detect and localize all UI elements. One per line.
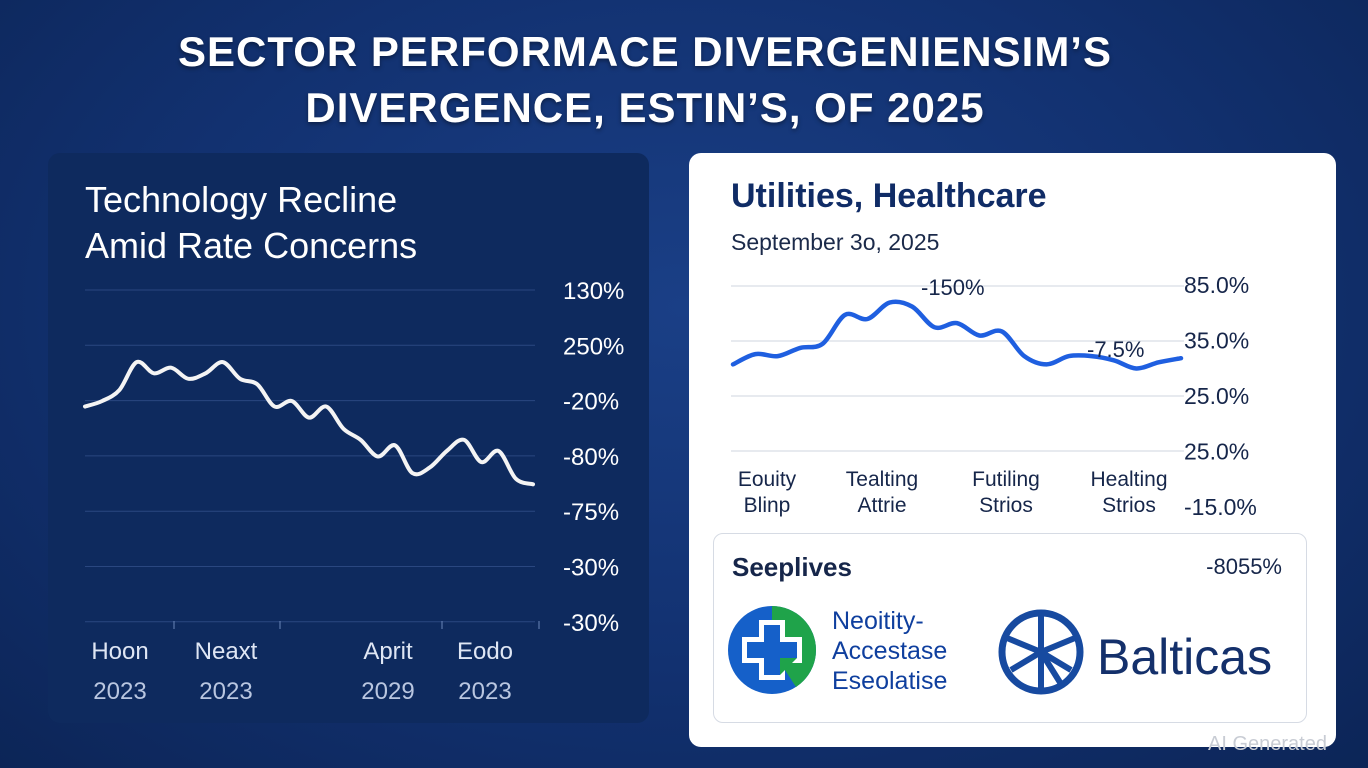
- utilities-logo-icon: [998, 609, 1084, 695]
- logo1-line: Neoitity-: [832, 607, 924, 635]
- y-tick-label: 250%: [563, 333, 624, 360]
- x-tick-label: Eouity: [738, 468, 797, 491]
- x-tick-label: Tealting: [846, 468, 918, 491]
- legend-value: -8055%: [1206, 554, 1282, 579]
- y-tick-label: 35.0%: [1184, 328, 1249, 354]
- x-tick-year: 2023: [93, 678, 146, 705]
- x-tick-sublabel: Attrie: [857, 494, 906, 517]
- main-title-line1: SECTOR PERFORMACE DIVERGENIENSIM’S: [177, 28, 1112, 75]
- y-tick-label: 25.0%: [1184, 439, 1249, 465]
- sector-legend-card: Seeplives -8055% Neoitity- Accestase Ese…: [713, 533, 1307, 723]
- y-tick-label: 85.0%: [1184, 272, 1249, 298]
- data-annotation: -7.5%: [1087, 337, 1144, 362]
- x-tick-label: Eodo: [457, 638, 513, 665]
- main-title-line2: DIVERGENCE, ESTIN’S, OF 2025: [305, 84, 985, 131]
- x-tick-year: 2029: [361, 678, 414, 705]
- y-tick-label: -15.0%: [1184, 494, 1257, 520]
- utilities-healthcare-panel: Utilities, Healthcare September 3o, 2025…: [689, 153, 1336, 747]
- x-tick-year: 2023: [199, 678, 252, 705]
- tech-chart-title-line2: Amid Rate Concerns: [85, 225, 418, 266]
- y-tick-label: -20%: [563, 389, 619, 416]
- x-tick-sublabel: Strios: [979, 494, 1033, 517]
- y-tick-label: -30%: [563, 555, 619, 582]
- y-tick-label: -30%: [563, 610, 619, 637]
- x-tick-year: 2023: [458, 678, 511, 705]
- ai-generated-watermark: AI Generated: [1208, 733, 1327, 755]
- tech-chart-title-line1: Technology Recline: [85, 179, 398, 220]
- technology-chart-panel: Technology Recline Amid Rate Concerns 13…: [48, 153, 649, 723]
- utilities-series-line: [730, 299, 1184, 371]
- balticas-logo-text: Balticas: [1097, 629, 1273, 685]
- y-tick-label: 25.0%: [1184, 383, 1249, 409]
- utilities-chart-title: Utilities, Healthcare: [731, 177, 1047, 215]
- x-tick-label: Healting: [1090, 468, 1167, 491]
- healthcare-logo-text: Neoitity- Accestase Eseolatise: [832, 606, 947, 696]
- utilities-line-chart: 85.0% 35.0% 25.0% 25.0% -15.0% Eouity Blinp Tea…: [730, 272, 1257, 520]
- x-tick-label: Neaxt: [195, 638, 258, 665]
- x-tick-label: Aprit: [363, 638, 413, 665]
- x-tick-sublabel: Strios: [1102, 494, 1156, 517]
- technology-series-line: [83, 359, 535, 487]
- medical-cross-logo-icon: [728, 606, 817, 694]
- logo1-line: Accestase: [832, 637, 948, 665]
- x-tick-label: Futiling: [972, 468, 1040, 491]
- data-annotation: -150%: [921, 275, 985, 300]
- utilities-chart-date: September 3o, 2025: [731, 229, 940, 255]
- y-tick-label: -75%: [563, 499, 619, 526]
- x-tick-label: Hoon: [91, 638, 148, 665]
- y-tick-label: -80%: [563, 444, 619, 471]
- technology-line-chart: 130% 250% -20% -80% -75% -30% -30% Hoon 2023 Neax…: [83, 278, 624, 705]
- y-tick-label: 130%: [563, 278, 624, 305]
- legend-title: Seeplives: [732, 552, 852, 582]
- x-tick-sublabel: Blinp: [744, 494, 791, 517]
- logo1-line: Eseolatise: [832, 667, 948, 695]
